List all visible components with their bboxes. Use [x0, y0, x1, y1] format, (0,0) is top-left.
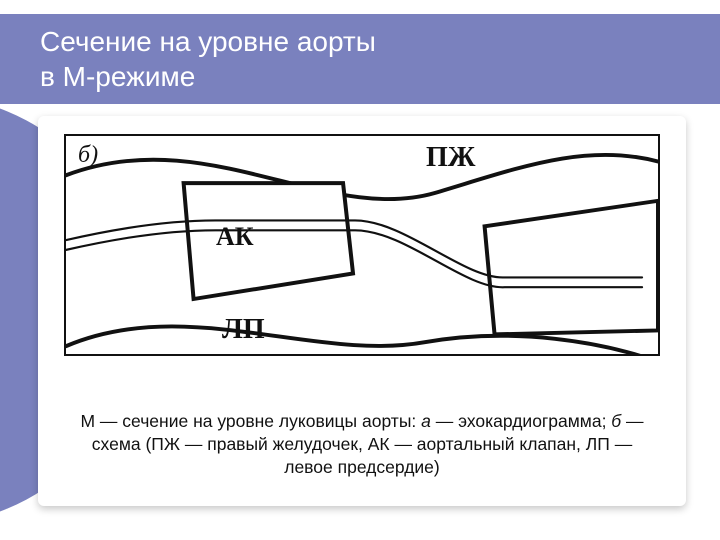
header-band: Сечение на уровне аорты в М-режиме: [0, 14, 720, 104]
title-line-1: Сечение на уровне аорты: [40, 26, 376, 57]
page-title: Сечение на уровне аорты в М-режиме: [40, 24, 376, 94]
figure-caption: М — сечение на уровне луковицы аорты: а …: [64, 410, 660, 479]
caption-b-italic: б: [611, 411, 621, 431]
right-box: [485, 201, 658, 335]
ak-label: АК: [216, 222, 254, 252]
lp-label: ЛП: [222, 314, 265, 346]
caption-prefix: М — сечение на уровне луковицы аорты:: [80, 411, 421, 431]
content-card: б) ПЖ АК ЛП М — сечение на уровне лукови…: [38, 116, 686, 506]
diagram-svg: [66, 136, 658, 354]
title-line-2: в М-режиме: [40, 61, 195, 92]
pzh-label: ПЖ: [426, 142, 475, 174]
top-curve: [66, 155, 658, 199]
left-box: [184, 183, 353, 299]
caption-a-italic: а: [421, 411, 431, 431]
caption-a-desc: — эхокардиограм­ма;: [431, 411, 611, 431]
panel-letter-label: б): [78, 142, 98, 169]
echocardiogram-schema-diagram: б) ПЖ АК ЛП: [64, 134, 660, 356]
